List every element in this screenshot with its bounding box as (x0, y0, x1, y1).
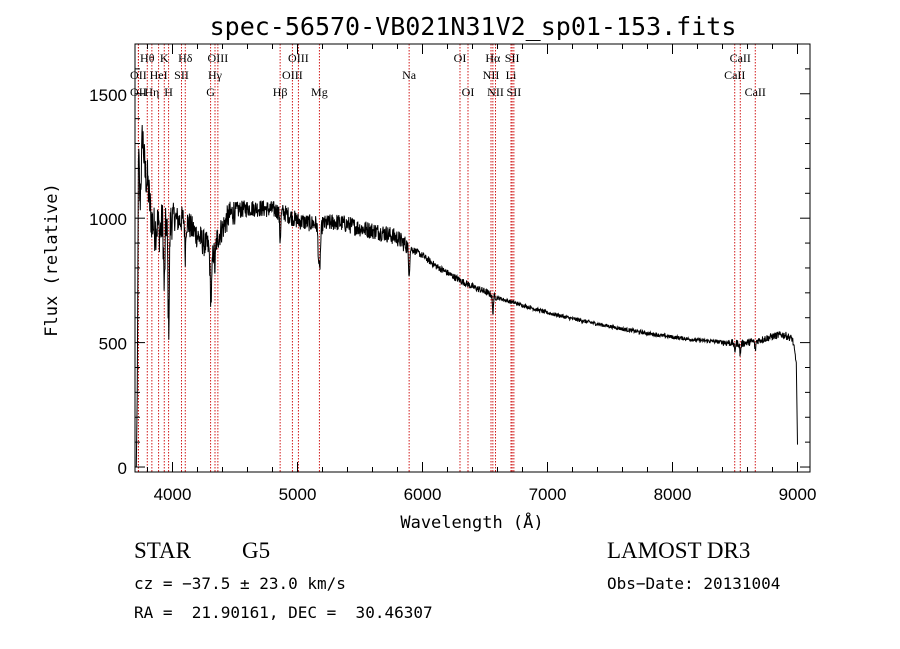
plot-frame (134, 43, 811, 473)
spectral-line-label: Mg (311, 85, 328, 99)
spectral-line-label: HeI (150, 68, 168, 82)
y-tick-label: 0 (118, 459, 127, 478)
x-tick-label: 7000 (529, 485, 567, 504)
spectral-line-label: NII (487, 85, 504, 99)
object-subclass: G5 (242, 538, 271, 563)
chart-title: spec-56570-VB021N31V2_sp01-153.fits (210, 12, 737, 41)
spectral-line-markers (137, 44, 756, 472)
spectral-line-label: Hθ (140, 51, 155, 65)
y-axis-label: Flux (relative) (42, 183, 62, 337)
x-tick-label: 4000 (154, 485, 192, 504)
x-tick-label: 8000 (654, 485, 692, 504)
coordinates: RA = 21.90161, DEC = 30.46307 (134, 603, 433, 622)
x-tick-label: 6000 (404, 485, 442, 504)
spectral-line-label: OI (462, 85, 475, 99)
x-tick-label: 5000 (279, 485, 317, 504)
spectral-line-label: CaII (730, 51, 751, 65)
y-tick-label: 500 (99, 335, 127, 354)
spectral-line-label: Hη (144, 85, 159, 99)
spectral-line-label: Hγ (208, 68, 223, 82)
spectral-line-label: Hα (485, 51, 501, 65)
spectral-line-label: CaII (745, 85, 766, 99)
x-tick-label: 9000 (779, 485, 817, 504)
spectral-line-label: Li (506, 68, 517, 82)
spectrum-line (135, 124, 798, 468)
spectral-line-label: H (164, 85, 173, 99)
spectral-line-label: SII (174, 68, 189, 82)
spectral-line-label: Hβ (273, 85, 288, 99)
spectral-line-label: SII (507, 85, 522, 99)
spectral-line-label: OII (130, 68, 147, 82)
spectral-line-label: G (206, 85, 215, 99)
x-axis: 4000 5000 6000 7000 8000 9000 (147, 44, 817, 504)
spectral-line-label: Na (402, 68, 417, 82)
survey-name: LAMOST DR3 (607, 538, 751, 563)
spectral-line-label: OI (454, 51, 467, 65)
obs-date: Obs−Date: 20131004 (607, 574, 781, 593)
spectral-line-label: OIII (282, 68, 303, 82)
x-axis-label: Wavelength (Å) (400, 511, 543, 533)
spectrum-chart: spec-56570-VB021N31V2_sp01-153.fits OIIH… (42, 12, 817, 533)
spectral-line-label: K (160, 51, 169, 65)
spectral-line-label: Hδ (178, 51, 193, 65)
spectral-line-label: OII (130, 85, 147, 99)
y-axis: 0 500 1000 1500 (89, 68, 810, 478)
spectral-line-label: SII (505, 51, 520, 65)
spectral-line-label: OIII (208, 51, 229, 65)
spectral-line-labels: OIIHθOIIHηHeIKHSIIHδGHγOIIIHβOIIIOIIIMgN… (130, 51, 766, 99)
y-tick-label: 1000 (89, 210, 127, 229)
object-class: STAR (134, 538, 191, 563)
spectral-line-label: OIII (288, 51, 309, 65)
spectral-line-label: CaII (724, 68, 745, 82)
y-tick-label: 1500 (89, 86, 127, 105)
spectral-line-label: NII (483, 68, 500, 82)
redshift-text: cz = −37.5 ± 23.0 km/s (134, 574, 346, 593)
